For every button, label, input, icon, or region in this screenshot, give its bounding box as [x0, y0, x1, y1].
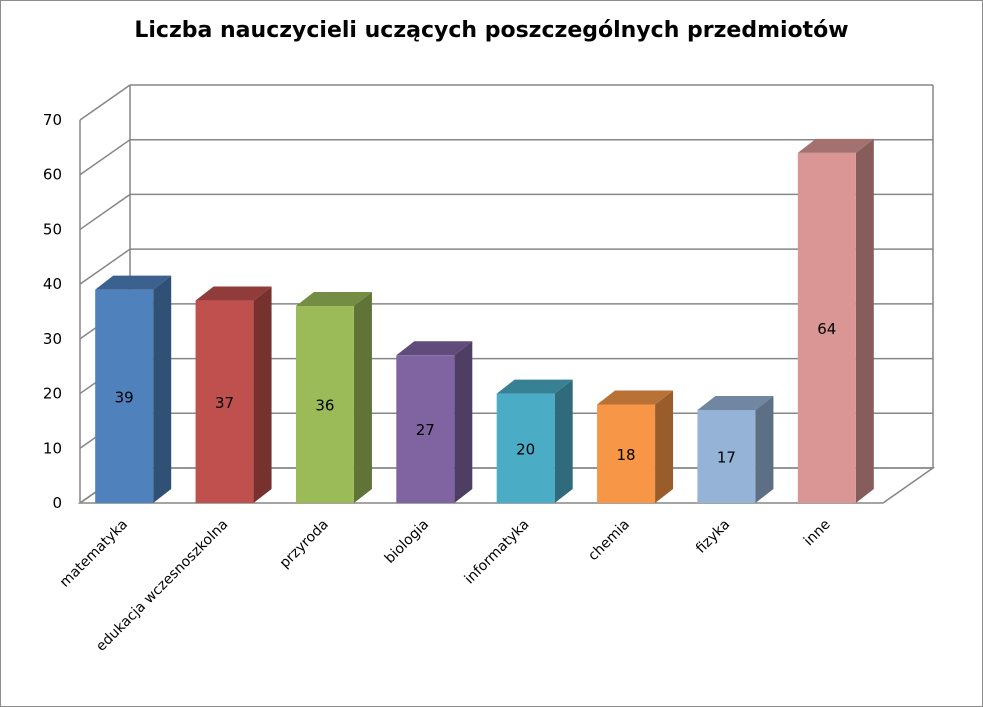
data-label: 36: [315, 397, 334, 415]
bar-side: [554, 379, 573, 503]
bar-side: [755, 395, 774, 503]
data-label: 18: [617, 446, 636, 464]
bar: [496, 393, 555, 503]
bar-side: [253, 286, 272, 503]
bar: [195, 300, 254, 503]
y-tick-label: 20: [43, 385, 62, 403]
bar: [396, 355, 455, 503]
bar: [797, 152, 856, 504]
x-tick-label: biologia: [382, 517, 432, 567]
bar-side: [153, 275, 172, 503]
bar-side: [454, 341, 473, 503]
bar-side: [855, 138, 874, 504]
bar-top: [697, 395, 774, 410]
bar: [95, 289, 154, 503]
data-label: 27: [416, 421, 435, 439]
x-tick-label: inne: [801, 517, 834, 550]
y-tick-label: 70: [43, 111, 62, 129]
bar: [597, 404, 656, 503]
bar: [697, 409, 756, 503]
bar-top: [195, 286, 272, 301]
gridline-side: [79, 139, 131, 176]
gridline-side: [79, 248, 131, 285]
data-label: 20: [516, 440, 535, 458]
bar-top: [95, 275, 172, 290]
y-tick-label: 30: [43, 330, 62, 348]
data-label: 39: [115, 388, 134, 406]
bar-top: [597, 390, 674, 405]
bar: [295, 306, 354, 503]
chart-title: Liczba nauczycieli uczących poszczególny…: [134, 18, 849, 43]
data-label: 37: [215, 394, 234, 412]
data-label: 64: [817, 320, 836, 338]
gridline-side: [79, 84, 131, 121]
x-tick-label: fizyka: [693, 517, 733, 557]
y-tick-label: 50: [43, 220, 62, 238]
bar-top: [496, 379, 573, 394]
y-tick-label: 10: [43, 439, 62, 457]
x-tick-label: matematyka: [57, 517, 131, 591]
bar-side: [353, 292, 372, 503]
bar-top: [797, 138, 874, 153]
bar-side: [655, 390, 674, 503]
bar-top: [295, 292, 372, 307]
y-tick-label: 60: [43, 166, 62, 184]
x-tick-label: chemia: [585, 517, 633, 565]
bar-top: [396, 341, 473, 356]
y-tick-label: 0: [52, 494, 62, 512]
y-tick-label: 40: [43, 275, 62, 293]
data-label: 17: [717, 448, 736, 466]
x-tick-label: informatyka: [462, 517, 533, 588]
gridline-side: [79, 193, 131, 231]
x-tick-label: przyroda: [277, 517, 332, 572]
